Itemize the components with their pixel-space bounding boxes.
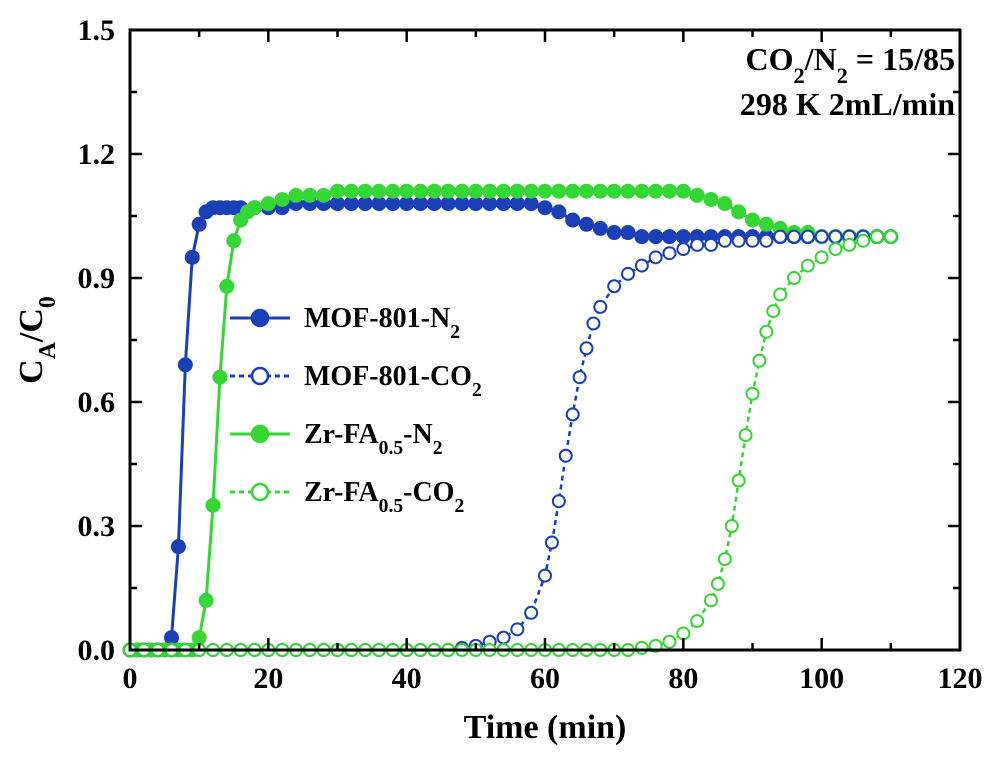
annotation-line-2: 298 K 2mL/min — [740, 86, 955, 122]
x-tick-label: 80 — [668, 662, 698, 695]
plot-bg — [130, 30, 960, 650]
y-tick-label: 0.0 — [78, 634, 116, 667]
x-tick-label: 60 — [530, 662, 560, 695]
y-tick-label: 1.2 — [78, 138, 116, 171]
x-tick-label: 40 — [392, 662, 422, 695]
x-tick-label: 100 — [799, 662, 844, 695]
x-tick-label: 120 — [938, 662, 983, 695]
y-tick-label: 1.5 — [78, 14, 116, 47]
x-tick-label: 0 — [123, 662, 138, 695]
y-tick-label: 0.3 — [78, 510, 116, 543]
x-tick-label: 20 — [253, 662, 283, 695]
chart-container: 0 20 40 60 80 100 120 0.0 0.3 0.6 0.9 1.2 1.5 Time (m… — [0, 0, 1000, 766]
y-tick-label: 0.6 — [78, 386, 116, 419]
x-axis-label: Time (min) — [464, 709, 627, 746]
chart-svg: 0 20 40 60 80 100 120 0.0 0.3 0.6 0.9 1.2 1.5 Time (m… — [0, 0, 1000, 766]
y-tick-label: 0.9 — [78, 262, 116, 295]
